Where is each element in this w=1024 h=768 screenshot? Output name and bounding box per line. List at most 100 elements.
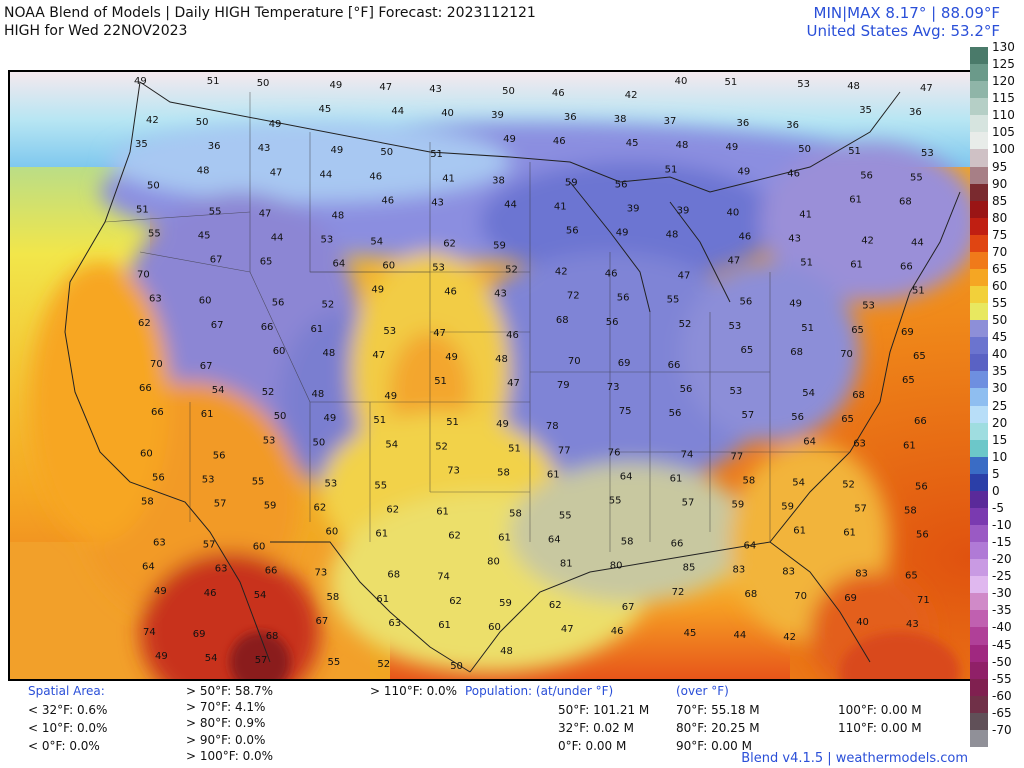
temperature-value: 83 <box>782 567 795 578</box>
temperature-value: 70 <box>794 591 807 602</box>
temperature-value: 48 <box>666 230 679 241</box>
colorbar-tick: 60 <box>992 279 1008 294</box>
colorbar-segment <box>970 405 988 424</box>
temperature-value: 49 <box>789 299 802 310</box>
temperature-value: 76 <box>608 447 621 458</box>
temperature-value: 44 <box>271 233 284 244</box>
temperature-value: 49 <box>371 285 384 296</box>
temperature-value: 45 <box>319 104 332 115</box>
temperature-value: 55 <box>252 476 265 487</box>
temperature-value: 42 <box>861 236 874 247</box>
temperature-value: 44 <box>911 238 924 249</box>
colorbar-segment <box>970 47 988 65</box>
temperature-value: 66 <box>139 383 152 394</box>
header-right: MIN|MAX 8.17° | 88.09°F United States Av… <box>807 4 1000 40</box>
temperature-value: 52 <box>505 265 518 276</box>
temperature-value: 66 <box>900 262 913 273</box>
temperature-value: 61 <box>375 529 388 540</box>
temperature-value: 67 <box>316 616 329 627</box>
temperature-value: 56 <box>860 170 873 181</box>
temperature-value: 60 <box>253 542 266 553</box>
temperature-value: 36 <box>564 112 577 123</box>
temperature-value: 47 <box>259 208 272 219</box>
colorbar-segment <box>970 712 988 731</box>
temperature-value: 66 <box>261 322 274 333</box>
colorbar-tick: -10 <box>992 518 1012 533</box>
temperature-value: 53 <box>202 474 215 485</box>
temperature-value: 63 <box>153 538 166 549</box>
temperature-value: 48 <box>495 354 508 365</box>
temperature-value: 46 <box>444 287 457 298</box>
stat-lt32: < 32°F: 0.6% <box>28 703 108 717</box>
temperature-value: 54 <box>370 237 383 248</box>
temperature-value: 53 <box>383 326 396 337</box>
temperature-value: 61 <box>438 620 451 631</box>
temperature-value: 51 <box>508 443 521 454</box>
colorbar-segment <box>970 98 988 116</box>
temperature-value: 50 <box>196 117 209 128</box>
colorbar-segment <box>970 371 988 389</box>
temperature-value: 53 <box>729 321 742 332</box>
colorbar-tick: 90 <box>992 176 1008 191</box>
temperature-value: 64 <box>744 541 757 552</box>
spatial-area-label: Spatial Area: <box>28 684 105 698</box>
temperature-value: 40 <box>441 108 454 119</box>
temperature-value: 49 <box>726 142 739 153</box>
temperature-value: 35 <box>135 139 148 150</box>
colorbar-tick: 85 <box>992 193 1008 208</box>
temperature-value: 66 <box>265 566 278 577</box>
temperature-value: 36 <box>737 118 750 129</box>
temperature-value: 54 <box>792 477 805 488</box>
temperature-value: 64 <box>333 259 346 270</box>
temperature-value: 53 <box>862 301 875 312</box>
temperature-value: 51 <box>725 77 738 88</box>
temperature-value: 48 <box>197 165 210 176</box>
temperature-value: 40 <box>675 76 688 87</box>
footer-credit: Blend v4.1.5 | weathermodels.com <box>741 751 968 766</box>
temperature-value: 57 <box>255 655 268 666</box>
temperature-value: 56 <box>791 412 804 423</box>
colorbar-segment <box>970 490 988 509</box>
temperature-value: 52 <box>679 319 692 330</box>
temperature-value: 78 <box>546 421 559 432</box>
temperature-value: 35 <box>859 105 872 116</box>
temperature-value: 47 <box>507 378 520 389</box>
temperature-value: 63 <box>388 618 401 629</box>
temperature-value: 48 <box>847 81 860 92</box>
temperature-value: 58 <box>904 506 917 517</box>
temperature-value: 42 <box>625 90 638 101</box>
colorbar-segment <box>970 678 988 697</box>
temperature-value: 45 <box>684 628 697 639</box>
temperature-value: 83 <box>733 565 746 576</box>
temperature-value: 52 <box>435 441 448 452</box>
temperature-value: 66 <box>671 539 684 550</box>
temperature-value: 48 <box>332 210 345 221</box>
colorbar-segment <box>970 576 988 594</box>
colorbar <box>970 47 988 748</box>
temperature-value: 61 <box>547 469 560 480</box>
temperature-value: 64 <box>142 562 155 573</box>
colorbar-segment <box>970 183 988 202</box>
temperature-value: 49 <box>384 391 397 402</box>
colorbar-tick: 15 <box>992 432 1008 447</box>
temperature-value: 41 <box>799 209 812 220</box>
temperature-value: 46 <box>739 232 752 243</box>
temperature-value: 45 <box>626 138 639 149</box>
temperature-value: 49 <box>324 413 337 424</box>
minmax-readout: MIN|MAX 8.17° | 88.09°F <box>813 4 1000 22</box>
temperature-value: 60 <box>382 261 395 272</box>
stat-gt70: > 70°F: 4.1% <box>186 700 266 714</box>
temperature-value: 61 <box>670 473 683 484</box>
temperature-value: 54 <box>254 590 267 601</box>
temperature-value: 57 <box>854 504 867 515</box>
temperature-value: 49 <box>134 76 147 87</box>
pop-100: 100°F: 0.00 M <box>838 703 922 717</box>
colorbar-tick: 105 <box>992 125 1015 140</box>
temperature-value: 39 <box>677 205 690 216</box>
temperature-value: 60 <box>326 527 339 538</box>
stat-lt0: < 0°F: 0.0% <box>28 739 100 753</box>
temperature-value: 46 <box>787 168 800 179</box>
temperature-value: 68 <box>899 196 912 207</box>
colorbar-segment <box>970 644 988 663</box>
colorbar-segment <box>970 593 988 611</box>
